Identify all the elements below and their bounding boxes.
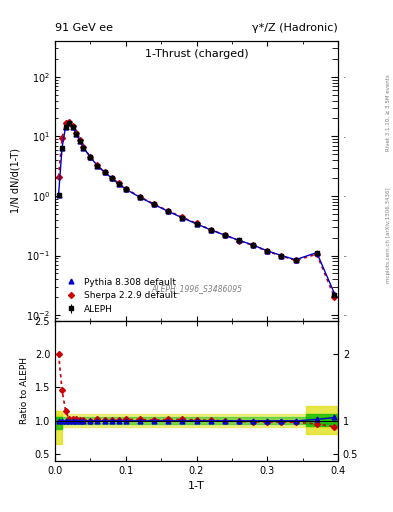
Sherpa 2.2.9 default xyxy=(56,174,61,180)
Sherpa 2.2.9 default xyxy=(314,251,319,258)
Pythia 8.308 default xyxy=(279,252,284,259)
Sherpa 2.2.9 default xyxy=(67,119,72,125)
Pythia 8.308 default xyxy=(194,221,199,227)
Pythia 8.308 default xyxy=(293,257,298,263)
Sherpa 2.2.9 default xyxy=(74,131,79,137)
Sherpa 2.2.9 default xyxy=(265,248,270,254)
Bar xyxy=(55,417,338,424)
Pythia 8.308 default xyxy=(152,201,156,207)
Pythia 8.308 default xyxy=(77,138,82,144)
Pythia 8.308 default xyxy=(88,154,93,160)
Sherpa 2.2.9 default xyxy=(138,194,142,200)
Pythia 8.308 default xyxy=(237,237,241,243)
Pythia 8.308 default xyxy=(102,169,107,175)
Pythia 8.308 default xyxy=(180,215,185,221)
Pythia 8.308 default xyxy=(95,163,100,169)
X-axis label: 1-T: 1-T xyxy=(188,481,205,491)
Bar xyxy=(55,417,62,429)
Legend: Pythia 8.308 default, Sherpa 2.2.9 default, ALEPH: Pythia 8.308 default, Sherpa 2.2.9 defau… xyxy=(59,275,179,316)
Sherpa 2.2.9 default xyxy=(194,220,199,226)
Sherpa 2.2.9 default xyxy=(70,123,75,130)
Text: 1-Thrust (charged): 1-Thrust (charged) xyxy=(145,49,248,59)
Sherpa 2.2.9 default xyxy=(77,137,82,143)
Sherpa 2.2.9 default xyxy=(88,154,93,160)
Line: Sherpa 2.2.9 default: Sherpa 2.2.9 default xyxy=(57,120,336,299)
Text: γ*/Z (Hadronic): γ*/Z (Hadronic) xyxy=(252,23,338,33)
Bar xyxy=(55,414,338,428)
Pythia 8.308 default xyxy=(81,144,86,151)
Bar xyxy=(55,411,62,444)
Sherpa 2.2.9 default xyxy=(251,242,255,248)
Sherpa 2.2.9 default xyxy=(332,294,337,300)
Bar xyxy=(306,414,338,426)
Pythia 8.308 default xyxy=(265,248,270,254)
Pythia 8.308 default xyxy=(56,191,61,198)
Sherpa 2.2.9 default xyxy=(293,257,298,263)
Text: Rivet 3.1.10, ≥ 3.5M events: Rivet 3.1.10, ≥ 3.5M events xyxy=(386,74,391,151)
Text: mcplots.cern.ch [arXiv:1306.3436]: mcplots.cern.ch [arXiv:1306.3436] xyxy=(386,188,391,283)
Pythia 8.308 default xyxy=(222,232,227,238)
Pythia 8.308 default xyxy=(116,181,121,187)
Line: Pythia 8.308 default: Pythia 8.308 default xyxy=(56,120,337,296)
Pythia 8.308 default xyxy=(109,175,114,181)
Sherpa 2.2.9 default xyxy=(102,169,107,175)
Pythia 8.308 default xyxy=(138,194,142,200)
Sherpa 2.2.9 default xyxy=(279,253,284,259)
Pythia 8.308 default xyxy=(332,290,337,296)
Sherpa 2.2.9 default xyxy=(123,186,128,192)
Pythia 8.308 default xyxy=(63,124,68,130)
Pythia 8.308 default xyxy=(67,120,72,126)
Sherpa 2.2.9 default xyxy=(95,162,100,168)
Y-axis label: 1/N dN/d(1-T): 1/N dN/d(1-T) xyxy=(11,148,21,214)
Sherpa 2.2.9 default xyxy=(116,180,121,186)
Pythia 8.308 default xyxy=(208,227,213,233)
Pythia 8.308 default xyxy=(70,124,75,130)
Pythia 8.308 default xyxy=(314,249,319,255)
Sherpa 2.2.9 default xyxy=(152,201,156,207)
Pythia 8.308 default xyxy=(74,131,79,137)
Pythia 8.308 default xyxy=(123,186,128,192)
Text: ALEPH_1996_S3486095: ALEPH_1996_S3486095 xyxy=(151,284,242,293)
Sherpa 2.2.9 default xyxy=(60,135,64,141)
Sherpa 2.2.9 default xyxy=(180,214,185,220)
Pythia 8.308 default xyxy=(251,242,255,248)
Text: 91 GeV ee: 91 GeV ee xyxy=(55,23,113,33)
Sherpa 2.2.9 default xyxy=(109,175,114,181)
Sherpa 2.2.9 default xyxy=(222,232,227,238)
Sherpa 2.2.9 default xyxy=(81,144,86,150)
Pythia 8.308 default xyxy=(166,208,171,215)
Bar xyxy=(306,406,338,434)
Y-axis label: Ratio to ALEPH: Ratio to ALEPH xyxy=(20,357,29,424)
Sherpa 2.2.9 default xyxy=(208,226,213,232)
Pythia 8.308 default xyxy=(60,144,64,151)
Sherpa 2.2.9 default xyxy=(237,238,241,244)
Sherpa 2.2.9 default xyxy=(166,208,171,214)
Sherpa 2.2.9 default xyxy=(63,120,68,126)
